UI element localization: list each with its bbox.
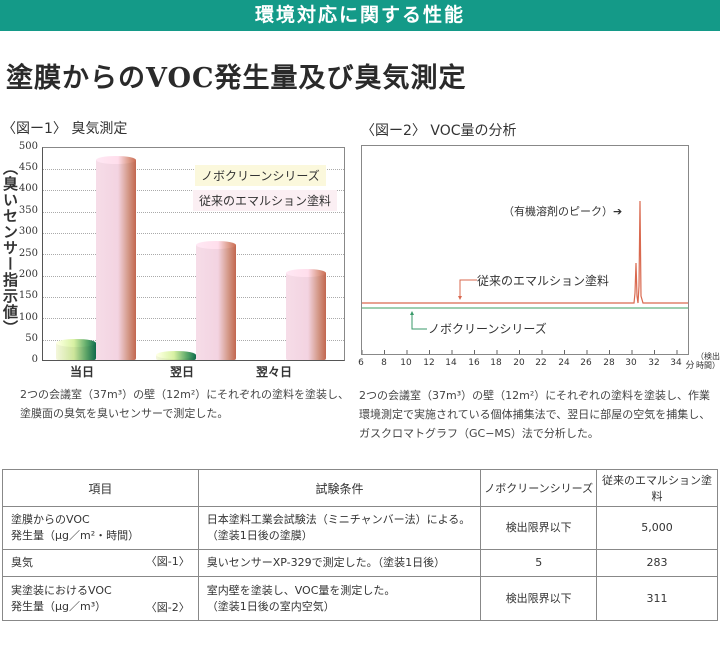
x-tick: 16 (468, 358, 480, 368)
legend-conventional: 従来のエマルション塗料 (193, 190, 338, 211)
bar-conventional-day3 (286, 273, 326, 360)
condition-line: （塗装1日後の室内空気） (206, 599, 335, 613)
x-label-day3: 翌々日 (255, 365, 292, 379)
y-tick: 300 (18, 226, 38, 237)
x-unit: 分 (685, 361, 695, 371)
header-conventional: 従来のエマルション塗料 (596, 469, 718, 507)
caption-line: 塗膜面の臭気を臭いセンサーで測定した。 (20, 407, 229, 420)
bar-conventional-day1 (96, 160, 136, 360)
x-tick: 28 (603, 358, 615, 368)
x-tick: 18 (490, 358, 502, 368)
figure1-y-axis-label: （臭いセンサー指示値） (1, 160, 19, 336)
table-row: 臭気 〈図-1〉 臭いセンサーXP-329で測定した。（塗装1日後） 5 283 (2, 549, 718, 577)
x-label-day2: 翌日 (169, 365, 194, 379)
caption-line: 2つの会議室（37m³）の壁（12m²）にそれぞれの塗料を塗装し、作業 (359, 389, 711, 402)
x-label-day1: 当日 (69, 365, 94, 379)
x-tick: 32 (648, 358, 660, 368)
condition-cell: 室内壁を塗装し、VOC量を測定した。 （塗装1日後の室内空気） (197, 576, 482, 621)
y-tick: 150 (18, 290, 38, 301)
conventional-value: 311 (596, 576, 718, 621)
novo-value: 5 (480, 549, 598, 577)
x-tick: 20 (513, 358, 525, 368)
y-tick: 500 (18, 141, 38, 152)
figure1-plot-area (42, 147, 345, 361)
item-line: 実塗装におけるVOC (11, 583, 112, 597)
y-tick: 450 (18, 162, 38, 173)
condition-line: 日本塗料工業会試験法（ミニチャンバー法）による。 (206, 513, 471, 526)
results-table: 項目 試験条件 ノボクリーンシリーズ 従来のエマルション塗料 塗膜からのVOC … (2, 469, 718, 621)
novo-value: 検出限界以下 (480, 576, 598, 621)
bar-novo-day2 (156, 355, 196, 360)
y-tick: 100 (18, 312, 38, 323)
figure-reference: 〈図-1〉 (145, 555, 190, 568)
item-cell: 実塗装におけるVOC 発生量（μg／m³） 〈図-2〉 (2, 576, 199, 621)
caption-line: 2つの会議室（37m³）の壁（12m²）にそれぞれの塗料を塗装し、 (20, 388, 350, 401)
caption-line: ガスクロマトグラフ（GC−MS）法で分析した。 (359, 427, 599, 440)
x-tick: 24 (558, 358, 570, 368)
caption-line: 環境測定で実施されている個体捕集法で、翌日に部屋の空気を捕集し、 (359, 408, 711, 421)
item-line: 発生量（μg／m²・時間） (11, 529, 140, 542)
x-tick: 6 (358, 358, 364, 368)
y-tick: 350 (18, 205, 38, 216)
figure2-plot-area (361, 145, 689, 355)
section-banner: 環境対応に関する性能 (0, 0, 720, 31)
conventional-value: 283 (596, 549, 718, 577)
item-line: 発生量（μg／m³） (11, 599, 107, 613)
x-tick: 8 (381, 358, 387, 368)
condition-cell: 臭いセンサーXP-329で測定した。（塗装1日後） (197, 549, 482, 577)
x-tick: 22 (535, 358, 547, 368)
x-tick: 30 (625, 358, 637, 368)
page-title: 塗膜からのVOC発生量及び臭気測定 (6, 63, 467, 94)
header-item: 項目 (2, 469, 199, 507)
figure1-title: 〈図ー1〉 臭気測定 (2, 121, 128, 137)
y-tick: 50 (25, 333, 38, 344)
x-axis-label: （検出時間） (696, 352, 720, 370)
bar-novo-day1 (56, 343, 96, 360)
novo-value: 検出限界以下 (480, 506, 598, 550)
condition-line: （塗装1日後の塗膜） (206, 529, 313, 542)
item-cell: 塗膜からのVOC 発生量（μg／m²・時間） (2, 506, 199, 550)
figure-reference: 〈図-2〉 (145, 601, 190, 614)
item-line: 臭気 (11, 556, 33, 569)
legend-novo: ノボクリーンシリーズ (195, 165, 326, 186)
conventional-line-label: 従来のエマルション塗料 (477, 274, 610, 288)
table-row: 塗膜からのVOC 発生量（μg／m²・時間） 日本塗料工業会試験法（ミニチャンバ… (2, 506, 718, 550)
table-row: 実塗装におけるVOC 発生量（μg／m³） 〈図-2〉 室内壁を塗装し、VOC量… (2, 576, 718, 621)
conventional-value: 5,000 (596, 506, 718, 550)
x-tick: 14 (445, 358, 457, 368)
figure2-title: 〈図ー2〉 VOC量の分析 (361, 123, 517, 139)
figure2-caption: 2つの会議室（37m³）の壁（12m²）にそれぞれの塗料を塗装し、作業 環境測定… (359, 386, 710, 443)
item-cell: 臭気 〈図-1〉 (2, 549, 199, 577)
x-tick: 34 (670, 358, 682, 368)
bar-conventional-day2 (196, 245, 236, 360)
x-tick: 26 (580, 358, 592, 368)
condition-cell: 日本塗料工業会試験法（ミニチャンバー法）による。 （塗装1日後の塗膜） (197, 506, 482, 550)
table-header-row: 項目 試験条件 ノボクリーンシリーズ 従来のエマルション塗料 (2, 469, 718, 507)
figure1-caption: 2つの会議室（37m³）の壁（12m²）にそれぞれの塗料を塗装し、 塗膜面の臭気… (20, 385, 349, 423)
item-line: 塗膜からのVOC (11, 513, 90, 526)
peak-annotation: （有機溶剤のピーク）➔ (503, 205, 623, 218)
novo-line-label: ノボクリーンシリーズ (428, 322, 547, 336)
y-tick: 400 (18, 183, 38, 194)
y-tick: 250 (18, 248, 38, 259)
header-condition: 試験条件 (197, 469, 482, 507)
x-tick: 12 (423, 358, 435, 368)
y-tick: 0 (31, 354, 38, 365)
x-tick: 10 (400, 358, 412, 368)
condition-line: 室内壁を塗装し、VOC量を測定した。 (206, 583, 396, 597)
y-tick: 200 (18, 269, 38, 280)
header-novo: ノボクリーンシリーズ (480, 469, 598, 507)
